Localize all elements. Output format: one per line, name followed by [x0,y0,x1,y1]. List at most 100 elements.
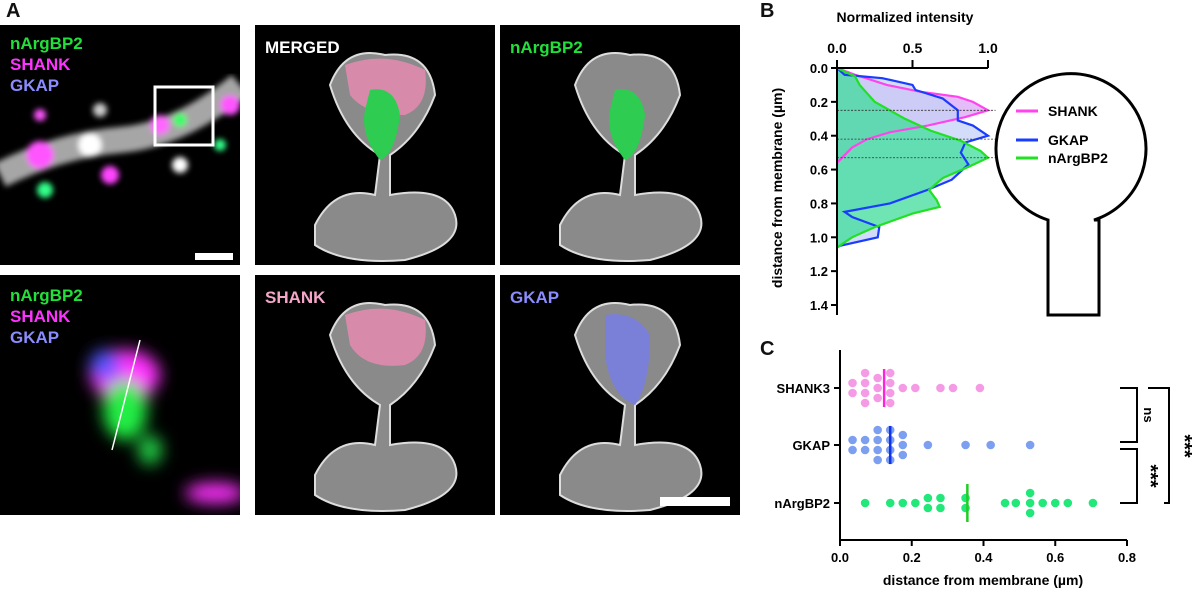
data-point [873,393,882,403]
spine-drawing [994,72,1148,317]
tile-zoom: nArgBP2 SHANK GKAP [0,275,240,515]
data-point [1088,498,1098,508]
synapse-zoom-image [90,339,240,503]
data-point [860,498,870,508]
label-gkap: GKAP [10,328,60,347]
data-point [898,450,908,460]
legend-label-GKAP: GKAP [1048,132,1088,148]
scale-bar [660,497,730,506]
data-point [860,388,870,398]
y-tick-label: 1.2 [810,264,828,279]
scale-bar [195,253,233,260]
data-point [848,435,857,445]
data-point [898,440,908,450]
data-point [873,425,882,435]
category-label: SHANK3 [777,381,830,396]
label-shank: SHANK [10,307,71,326]
label-nargbp2: nArgBP2 [10,34,83,53]
data-point [885,378,895,388]
data-point [948,383,958,393]
y-tick-label: 1.4 [810,298,829,313]
data-point [885,368,895,378]
data-point [848,445,857,455]
y-tick-label: 0.4 [810,129,829,144]
y-tick-label: 1.0 [810,230,828,245]
data-point [848,378,857,388]
tile-shank-render: SHANK [255,275,495,515]
label-shank: SHANK [10,55,71,74]
data-point [923,503,933,513]
data-point [975,383,985,393]
data-point [1025,488,1035,498]
x-tick-label: 1.0 [978,40,998,56]
x-tick-label: 0.5 [903,40,923,56]
label-nargbp2: nArgBP2 [10,286,83,305]
distance-dot-plot: distance from membrane (µm) 0.0 0.2 0.4 0.6… [774,350,1195,588]
data-point [860,368,870,378]
data-point [936,503,945,513]
tile-gkap-render: GKAP [500,275,740,515]
significance-label: ns [1141,407,1156,422]
panel-label-b: B [760,0,775,22]
data-point [873,455,882,465]
data-point [936,493,945,503]
gkap-render [559,302,730,512]
y-tick-label: 0.8 [810,196,828,211]
data-point [923,440,933,450]
label-gkap: GKAP [10,76,60,95]
legend: SHANK GKAP nArgBP2 [1016,103,1108,166]
data-point [873,435,882,445]
merged-render [314,52,458,262]
tile-overview: nArgBP2 SHANK GKAP [0,25,240,265]
zoom-box [153,85,215,147]
data-point [1050,498,1060,508]
x-tick-label: 0.0 [827,40,847,56]
x-tick-label: 0.2 [903,550,921,565]
tile-merged: MERGED [255,25,495,265]
category-label: nArgBP2 [774,496,830,511]
data-point [873,383,882,393]
data-point [1038,498,1047,508]
bracket-ns [1120,387,1138,443]
significance-label: *** [1139,464,1161,488]
x-tick-label: 0.6 [1046,550,1064,565]
data-point [1000,498,1010,508]
bracket-gkap-nargbp2 [1120,448,1138,504]
tile-nargbp2-render: nArgBP2 [500,25,740,265]
intensity-profile-chart: Normalized intensity distance from membr… [769,9,1148,317]
line-nArgBP2 [836,67,990,249]
line-GKAP [836,67,991,249]
data-point [885,388,895,398]
y-tick-label: 0.6 [810,163,828,178]
data-point [848,388,857,398]
data-point [936,383,945,393]
bracket-shank3-nargbp2 [1148,387,1170,504]
significance-label: *** [1173,434,1195,458]
data-point [898,430,908,440]
y-tick-label: 0.2 [810,95,828,110]
line-profile [111,339,141,451]
data-point [1025,508,1035,518]
data-point [911,498,920,508]
x-axis-title: Normalized intensity [837,9,974,25]
panel-label-c: C [760,338,775,360]
dendrite-image [0,74,240,260]
data-point [898,383,908,393]
data-point [885,398,895,408]
data-point [885,498,895,508]
x-tick-label: 0.8 [1118,550,1136,565]
legend-label-nArgBP2: nArgBP2 [1048,150,1108,166]
nargbp2-render [559,52,703,262]
data-point [873,373,882,383]
y-tick-label: 0.0 [810,61,828,76]
label-nargbp2: nArgBP2 [510,38,583,57]
data-point [923,493,933,503]
legend-label-SHANK: SHANK [1048,103,1098,119]
panel-label-a: A [6,0,21,22]
label-gkap: GKAP [510,288,560,307]
shank-render [314,302,458,512]
y-axis-title: distance from membrane (µm) [769,88,785,288]
data-point [860,398,870,408]
data-point [1025,498,1035,508]
category-label: GKAP [792,438,830,453]
